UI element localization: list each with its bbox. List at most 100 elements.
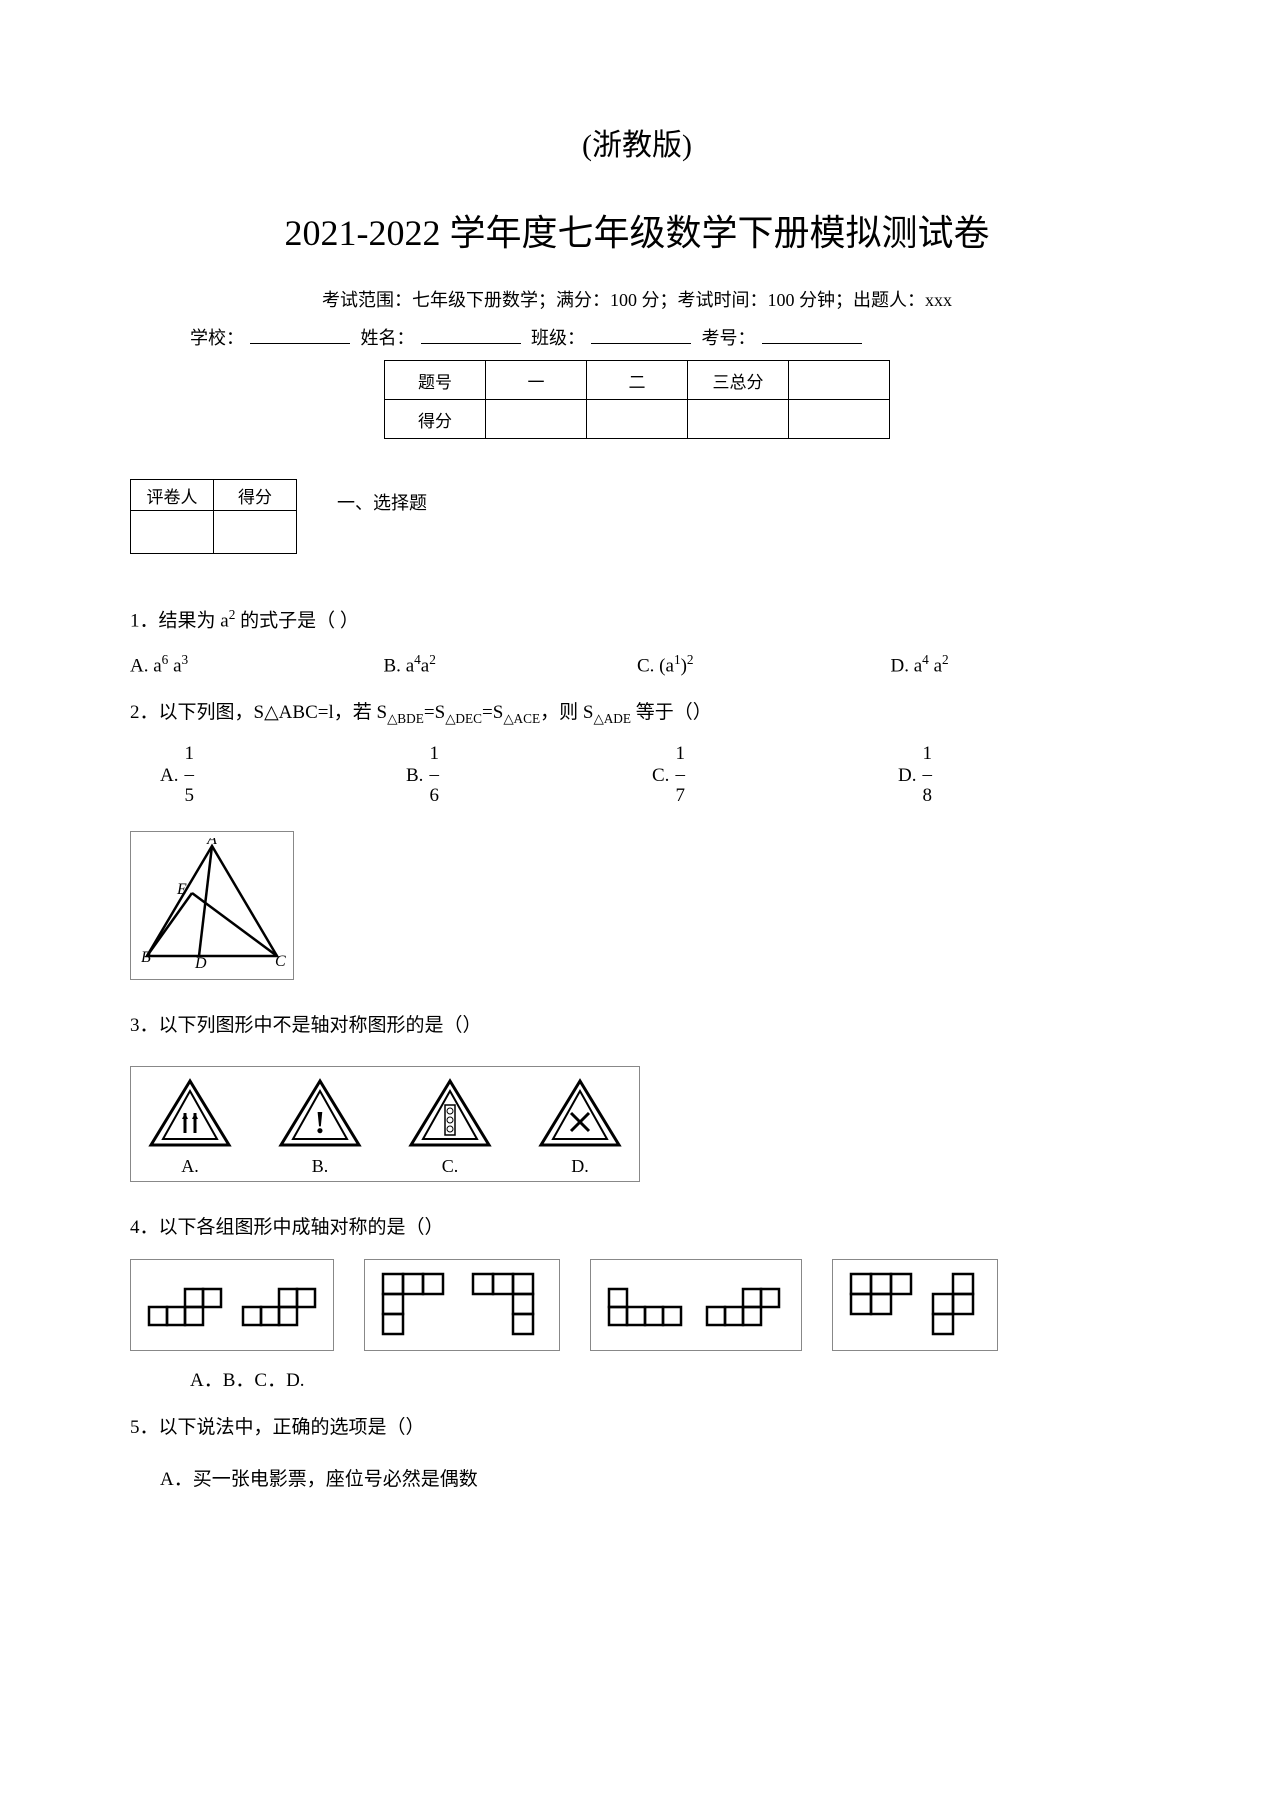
table-cell: 二	[587, 361, 688, 400]
q1-stem-a: 1．结果为 a	[130, 610, 229, 631]
opt-text: a	[914, 655, 922, 676]
q4-figures	[130, 1259, 1144, 1351]
table-cell	[587, 400, 688, 439]
opt-text: a	[406, 655, 414, 676]
q2-opt-b: B. 1–6	[406, 744, 652, 807]
question-3: 3．以下列图形中不是轴对称图形的是（）	[130, 1010, 1144, 1042]
frac-num: 1	[429, 744, 439, 765]
school-label: 学校：	[190, 328, 244, 348]
opt-label: D.	[898, 765, 916, 787]
vertex-a: A	[206, 838, 217, 848]
q2-opt-c: C. 1–7	[652, 744, 898, 807]
exam-info: 考试范围：七年级下册数学；满分：100 分；考试时间：100 分钟；出题人：xx…	[130, 286, 1144, 312]
q2-stem: 等于（）	[631, 702, 712, 723]
opt-label: B.	[406, 765, 423, 787]
q3-opt-d: D.	[535, 1077, 625, 1177]
polyomino-icon	[381, 1272, 453, 1338]
q1-opt-d: D. a4 a2	[891, 652, 1145, 677]
polyomino-icon	[607, 1281, 687, 1329]
grader-table: 评卷人 得分	[130, 479, 297, 554]
frac-den: 5	[184, 786, 194, 807]
table-cell: 三总分	[688, 361, 789, 400]
traffic-light-triangle-icon	[405, 1077, 495, 1151]
opt-exp: 4	[414, 652, 421, 667]
q2-sub: △BDE	[387, 711, 424, 726]
q2-stem: =S	[482, 702, 503, 723]
frac-num: 1	[675, 744, 685, 765]
table-cell: 得分	[385, 400, 486, 439]
opt-exp: 4	[922, 652, 929, 667]
triangle-icon: A B C D E	[137, 838, 287, 968]
exclamation-triangle-icon: !	[275, 1077, 365, 1151]
opt-exp: 2	[942, 652, 949, 667]
q5-opt-a: A．买一张电影票，座位号必然是偶数	[160, 1464, 1144, 1496]
table-cell: 题号	[385, 361, 486, 400]
opt-label: A.	[160, 765, 178, 787]
q4-opt-b	[364, 1259, 560, 1351]
school-blank[interactable]	[250, 325, 350, 344]
edition-label: (浙教版)	[130, 120, 1144, 164]
q1-stem-b: 的式子是（ ）	[235, 610, 359, 631]
examno-label: 考号：	[702, 328, 756, 348]
examno-blank[interactable]	[762, 325, 862, 344]
section-1-heading: 一、选择题	[337, 479, 427, 515]
q2-stem: ，则 S	[540, 702, 593, 723]
frac-den: 8	[922, 786, 932, 807]
frac-den: 6	[429, 786, 439, 807]
q3-figure: A. ! B. C.	[130, 1066, 640, 1182]
opt-label: C. (a	[637, 655, 674, 676]
opt-text: a	[421, 655, 429, 676]
question-4: 4．以下各组图形中成轴对称的是（）	[130, 1212, 1144, 1244]
student-info-line: 学校： 姓名： 班级： 考号：	[190, 324, 1144, 350]
opt-label: A.	[130, 655, 153, 676]
cross-triangle-icon	[535, 1077, 625, 1151]
name-blank[interactable]	[421, 325, 521, 344]
q4-labels: A．B．C．D.	[190, 1365, 1144, 1392]
q2-opt-d: D. 1–8	[898, 744, 1144, 807]
opt-exp: 2	[687, 652, 694, 667]
q1-opt-a: A. a6 a3	[130, 652, 384, 677]
warning-triangle-icon	[145, 1077, 235, 1151]
table-cell: 一	[486, 361, 587, 400]
q2-stem: 2．以下列图，S△ABC=l，若 S	[130, 702, 387, 723]
frac-den: 7	[675, 786, 685, 807]
polyomino-icon	[931, 1272, 981, 1338]
polyomino-icon	[705, 1281, 785, 1329]
vertex-c: C	[275, 953, 286, 968]
class-blank[interactable]	[591, 325, 691, 344]
table-cell	[789, 400, 890, 439]
opt-label: B.	[384, 655, 406, 676]
q2-stem: =S	[424, 702, 445, 723]
q3-opt-c: C.	[405, 1077, 495, 1177]
q3-opt-a: A.	[145, 1077, 235, 1177]
opt-label: B.	[275, 1156, 365, 1177]
q1-options: A. a6 a3 B. a4a2 C. (a1)2 D. a4 a2	[130, 652, 1144, 677]
page-title: 2021-2022 学年度七年级数学下册模拟测试卷	[130, 204, 1144, 256]
q4-opt-c	[590, 1259, 802, 1351]
opt-label: D.	[891, 655, 914, 676]
vertex-b: B	[141, 949, 151, 966]
grader-blank	[214, 511, 297, 554]
vertex-e: E	[176, 881, 187, 898]
grader-cell: 得分	[214, 480, 297, 511]
vertex-d: D	[194, 955, 207, 968]
table-cell	[688, 400, 789, 439]
score-table: 题号 一 二 三总分 得分	[384, 360, 890, 439]
polyomino-icon	[849, 1272, 913, 1338]
opt-label: A.	[145, 1156, 235, 1177]
q4-opt-a	[130, 1259, 334, 1351]
polyomino-icon	[471, 1272, 543, 1338]
svg-text:!: !	[315, 1104, 326, 1140]
opt-exp: 1	[674, 652, 681, 667]
question-5: 5．以下说法中，正确的选项是（）	[130, 1412, 1144, 1444]
question-2: 2．以下列图，S△ABC=l，若 S△BDE=S△DEC=S△ACE，则 S△A…	[130, 697, 1144, 730]
opt-text: a	[173, 655, 181, 676]
polyomino-icon	[241, 1281, 317, 1329]
grader-blank	[131, 511, 214, 554]
table-cell	[486, 400, 587, 439]
q1-opt-c: C. (a1)2	[637, 652, 891, 677]
frac-num: 1	[184, 744, 194, 765]
table-cell	[789, 361, 890, 400]
q4-opt-d	[832, 1259, 998, 1351]
q2-triangle-figure: A B C D E	[130, 831, 294, 980]
